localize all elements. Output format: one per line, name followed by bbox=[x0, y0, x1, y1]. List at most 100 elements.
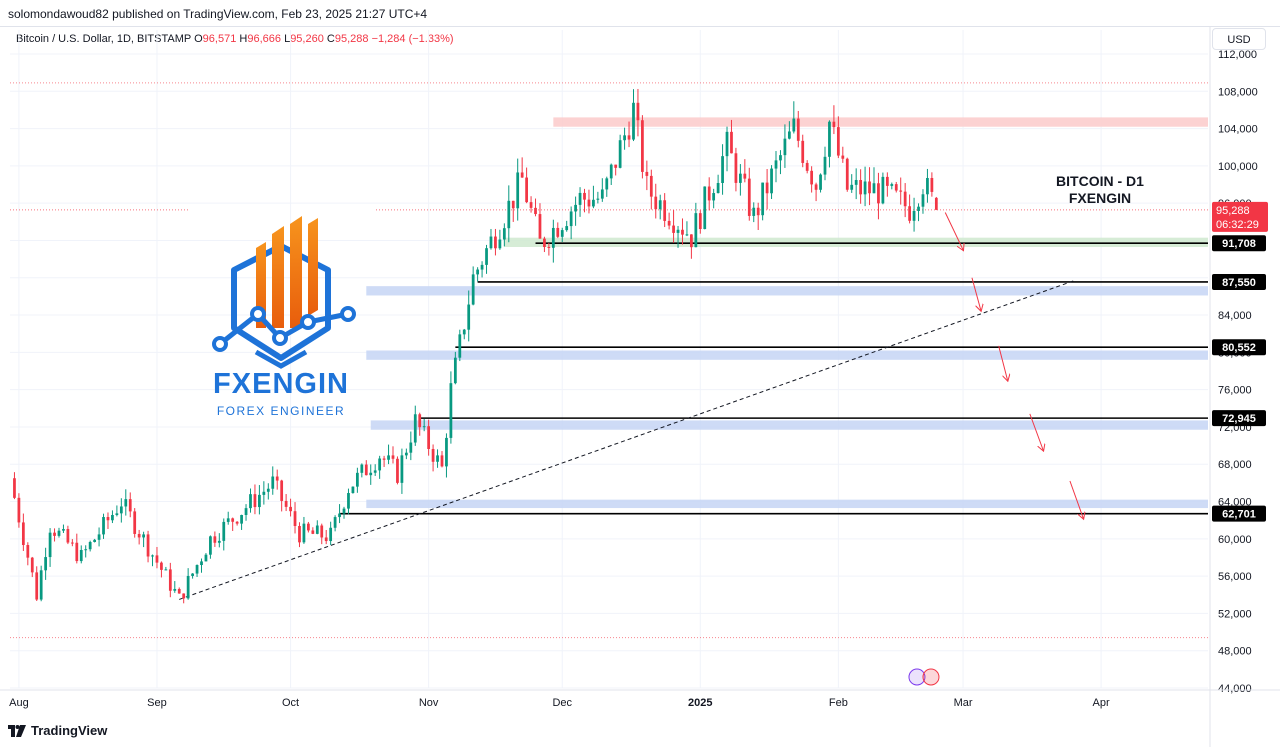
candle-up bbox=[413, 414, 417, 443]
candle-up bbox=[507, 200, 511, 229]
candle-up bbox=[195, 565, 199, 574]
bar-countdown-label: 06:32:29 bbox=[1216, 219, 1259, 231]
fxengin-logo: FXENGIN FOREX ENGINEER bbox=[196, 210, 366, 425]
candle-down bbox=[587, 199, 591, 207]
candle-down bbox=[836, 127, 840, 156]
candle-down bbox=[547, 246, 551, 248]
candle-down bbox=[930, 177, 934, 192]
candle-up bbox=[355, 472, 359, 487]
candle-up bbox=[716, 183, 720, 194]
currency-button[interactable]: USD bbox=[1212, 28, 1266, 50]
candle-down bbox=[17, 497, 21, 523]
candle-down bbox=[280, 480, 284, 501]
chart-annotation-title: BITCOIN - D1 FXENGIN bbox=[1030, 173, 1170, 207]
candle-up bbox=[480, 264, 484, 270]
candle-up bbox=[271, 476, 275, 489]
price-level-badge bbox=[1212, 339, 1266, 356]
price-level-badge bbox=[1212, 273, 1266, 290]
current-price-label: 95,288 bbox=[1216, 205, 1250, 217]
title-line-1: BITCOIN - D1 bbox=[1056, 173, 1144, 189]
projection-arrow bbox=[1029, 413, 1043, 450]
candle-up bbox=[850, 184, 854, 190]
x-tick-label: Nov bbox=[419, 697, 439, 709]
candle-down bbox=[133, 511, 137, 534]
candle-up bbox=[721, 156, 724, 184]
candle-down bbox=[128, 499, 132, 512]
candle-up bbox=[119, 506, 123, 514]
candle-down bbox=[35, 572, 39, 600]
candle-up bbox=[926, 177, 929, 195]
price-level-label: 62,701 bbox=[1222, 509, 1256, 521]
candle-up bbox=[609, 164, 613, 179]
candle-down bbox=[636, 102, 640, 121]
candle-up bbox=[142, 534, 145, 538]
candle-down bbox=[21, 522, 25, 546]
candle-up bbox=[84, 549, 88, 551]
candle-up bbox=[445, 437, 448, 467]
candle-up bbox=[378, 458, 382, 471]
candle-up bbox=[551, 227, 555, 248]
candle-up bbox=[605, 178, 609, 190]
candle-down bbox=[155, 555, 159, 563]
candle-down bbox=[70, 542, 74, 544]
price-level-badge bbox=[1212, 235, 1266, 252]
candle-down bbox=[868, 181, 871, 194]
candle-up bbox=[209, 536, 212, 555]
candle-down bbox=[698, 213, 702, 230]
candle-down bbox=[908, 206, 911, 221]
candle-up bbox=[48, 532, 52, 558]
x-tick-label: Dec bbox=[552, 697, 572, 709]
candle-up bbox=[329, 527, 333, 542]
candle-down bbox=[382, 458, 386, 460]
candle-up bbox=[111, 514, 114, 521]
candle-down bbox=[707, 186, 711, 201]
close-value: 95,288 bbox=[334, 33, 369, 45]
candle-down bbox=[894, 184, 898, 191]
candle-up bbox=[792, 118, 796, 132]
candle-down bbox=[525, 177, 528, 203]
tradingview-logo-icon bbox=[8, 724, 26, 737]
candle-down bbox=[298, 525, 301, 543]
candle-down bbox=[614, 164, 618, 168]
candle-up bbox=[787, 131, 791, 139]
candle-up bbox=[498, 239, 502, 249]
y-tick-label: 100,000 bbox=[1218, 161, 1258, 173]
candle-down bbox=[364, 464, 368, 476]
candle-up bbox=[632, 102, 635, 140]
projection-arrow bbox=[1069, 480, 1083, 518]
candle-up bbox=[266, 488, 270, 492]
candle-up bbox=[79, 549, 83, 562]
candle-up bbox=[565, 226, 569, 231]
candle-down bbox=[810, 170, 814, 185]
candle-up bbox=[57, 530, 61, 536]
symbol-legend[interactable]: Bitcoin / U.S. Dollar, 1D, BITSTAMP O96,… bbox=[16, 33, 454, 45]
candle-up bbox=[725, 131, 729, 157]
candle-up bbox=[191, 573, 194, 576]
candle-up bbox=[921, 194, 925, 207]
y-tick-label: 60,000 bbox=[1218, 534, 1252, 546]
candle-up bbox=[685, 234, 689, 236]
y-tick-label: 84,000 bbox=[1218, 310, 1252, 322]
candle-up bbox=[244, 508, 248, 515]
candle-down bbox=[667, 220, 671, 226]
price-level-label: 87,550 bbox=[1222, 277, 1256, 289]
candle-down bbox=[275, 476, 279, 481]
candle-down bbox=[324, 537, 328, 542]
candle-up bbox=[409, 442, 413, 453]
x-tick-label: Mar bbox=[954, 697, 973, 709]
candle-down bbox=[756, 207, 760, 216]
y-tick-label: 52,000 bbox=[1218, 608, 1252, 620]
candle-up bbox=[302, 523, 306, 543]
high-value: 96,666 bbox=[247, 33, 281, 45]
candle-down bbox=[26, 545, 30, 558]
candle-up bbox=[97, 534, 101, 540]
candle-down bbox=[747, 178, 751, 216]
candle-up bbox=[863, 181, 867, 195]
economic-events-icon bbox=[922, 668, 940, 686]
candle-down bbox=[743, 173, 747, 179]
zone-blue bbox=[366, 499, 1208, 509]
candle-down bbox=[832, 121, 836, 128]
footer: TradingView bbox=[8, 723, 107, 738]
candle-down bbox=[730, 131, 733, 154]
